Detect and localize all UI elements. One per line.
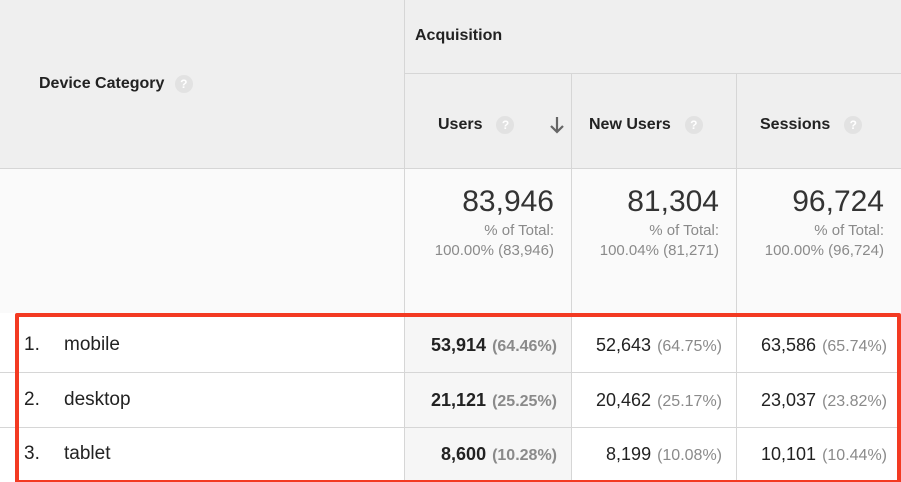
device-name[interactable]: tablet bbox=[64, 443, 111, 464]
divider bbox=[736, 73, 737, 482]
metric-percent: (10.28%) bbox=[492, 447, 557, 464]
column-header[interactable]: Users? bbox=[438, 116, 515, 134]
row-rank: 3. bbox=[24, 443, 40, 464]
divider bbox=[0, 372, 901, 373]
header-bg bbox=[0, 0, 901, 168]
group-header: Acquisition bbox=[415, 27, 503, 44]
help-icon[interactable]: ? bbox=[684, 116, 703, 134]
total-value: 81,304 bbox=[627, 185, 719, 218]
help-icon[interactable]: ? bbox=[844, 116, 863, 134]
row-rank: 2. bbox=[24, 389, 40, 410]
metric-value: 8,199 bbox=[606, 444, 652, 464]
metric-value: 20,462 bbox=[596, 390, 652, 410]
metric-value: 52,643 bbox=[596, 335, 652, 355]
divider bbox=[571, 73, 572, 482]
metric-value: 21,121 bbox=[431, 390, 487, 410]
help-icon[interactable]: ? bbox=[174, 75, 193, 93]
metric-percent: (25.17%) bbox=[657, 393, 722, 410]
row-rank: 1. bbox=[24, 334, 40, 355]
metric-cell: 10,101 (10.44%) bbox=[736, 444, 887, 465]
total-label: % of Total: bbox=[649, 222, 719, 239]
metric-cell: 8,199 (10.08%) bbox=[571, 444, 722, 465]
total-value: 83,946 bbox=[462, 185, 554, 218]
metric-percent: (64.75%) bbox=[657, 338, 722, 355]
metric-cell: 52,643 (64.75%) bbox=[571, 335, 722, 356]
metric-percent: (25.25%) bbox=[492, 393, 557, 410]
metric-value: 53,914 bbox=[431, 335, 487, 355]
column-header[interactable]: New Users? bbox=[589, 116, 703, 134]
total-detail: 100.00% (83,946) bbox=[434, 242, 554, 259]
total-value: 96,724 bbox=[792, 185, 884, 218]
metric-value: 63,586 bbox=[761, 335, 817, 355]
metric-value: 23,037 bbox=[761, 390, 817, 410]
highlight-box bbox=[15, 313, 901, 482]
totals-bg bbox=[0, 168, 901, 313]
metric-cell: 20,462 (25.17%) bbox=[571, 390, 722, 411]
metric-cell: 53,914 (64.46%) bbox=[404, 335, 557, 356]
column-header[interactable]: Sessions? bbox=[760, 116, 863, 134]
metric-percent: (23.82%) bbox=[822, 393, 887, 410]
column-title: Sessions bbox=[760, 116, 831, 133]
metric-value: 8,600 bbox=[441, 444, 487, 464]
divider bbox=[0, 427, 901, 428]
column-title: New Users bbox=[589, 116, 671, 133]
divider bbox=[404, 0, 405, 482]
metric-cell: 63,586 (65.74%) bbox=[736, 335, 887, 356]
total-detail: 100.00% (96,724) bbox=[764, 242, 884, 259]
metric-percent: (65.74%) bbox=[822, 338, 887, 355]
metric-percent: (10.08%) bbox=[657, 447, 722, 464]
dimension-header: Device Category ? bbox=[39, 75, 193, 93]
metric-cell: 21,121 (25.25%) bbox=[404, 390, 557, 411]
metric-percent: (64.46%) bbox=[492, 338, 557, 355]
device-name[interactable]: mobile bbox=[64, 334, 120, 355]
sorted-column-bg bbox=[404, 313, 571, 482]
metric-cell: 23,037 (23.82%) bbox=[736, 390, 887, 411]
column-title: Users bbox=[438, 116, 483, 133]
divider bbox=[0, 168, 901, 169]
metric-value: 10,101 bbox=[761, 444, 817, 464]
metric-percent: (10.44%) bbox=[822, 447, 887, 464]
metric-cell: 8,600 (10.28%) bbox=[404, 444, 557, 465]
divider bbox=[404, 73, 901, 74]
device-name[interactable]: desktop bbox=[64, 389, 131, 410]
total-detail: 100.04% (81,271) bbox=[599, 242, 719, 259]
total-label: % of Total: bbox=[814, 222, 884, 239]
help-icon[interactable]: ? bbox=[496, 116, 515, 134]
total-label: % of Total: bbox=[484, 222, 554, 239]
sort-arrow[interactable] bbox=[548, 115, 566, 135]
